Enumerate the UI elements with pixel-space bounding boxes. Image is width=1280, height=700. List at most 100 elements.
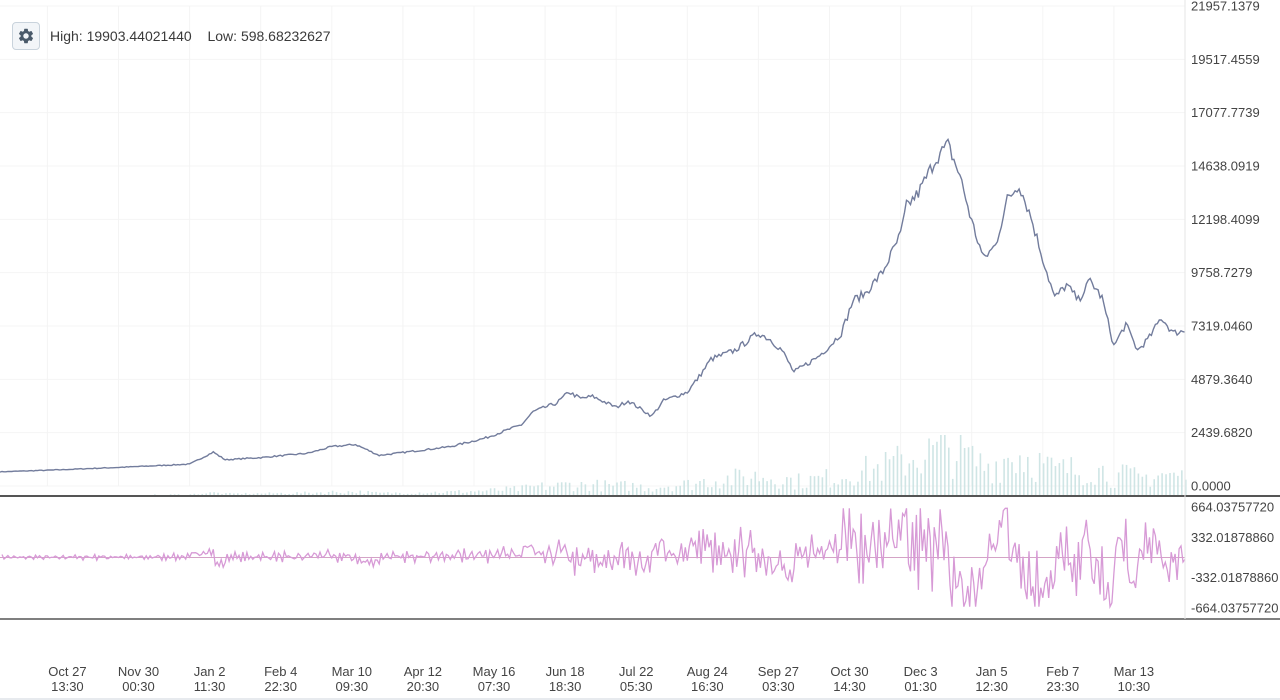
volume-bar-276 (545, 489, 547, 495)
osc-tick-label-3: -664.03757720 (1191, 601, 1278, 616)
volume-bar-428 (845, 479, 847, 495)
volume-bar-224 (442, 493, 444, 495)
volume-bar-98 (193, 493, 196, 495)
volume-bar-556 (1098, 467, 1100, 495)
osc-tick-label-2: -332.01878860 (1191, 570, 1278, 585)
x-tick-date-0: Oct 27 (48, 664, 86, 679)
y-tick-label-2: 17077.7739 (1191, 105, 1260, 120)
volume-bar-282 (556, 482, 559, 495)
volume-bar-416 (821, 477, 824, 495)
volume-bar-468 (924, 459, 926, 495)
volume-bar-130 (256, 493, 259, 495)
volume-bar-350 (691, 490, 693, 495)
volume-bar-336 (663, 487, 666, 495)
volume-bar-524 (1034, 481, 1037, 495)
volume-bar-312 (616, 482, 618, 495)
volume-bar-354 (699, 480, 701, 495)
volume-bar-184 (363, 493, 365, 495)
x-tick-time-0: 13:30 (51, 679, 84, 694)
settings-button[interactable] (12, 22, 40, 50)
volume-bar-316 (624, 480, 626, 495)
x-tick-date-7: Jun 18 (546, 664, 585, 679)
volume-bar-186 (367, 491, 369, 495)
x-tick-date-5: Apr 12 (404, 664, 442, 679)
volume-bar-398 (786, 477, 788, 495)
volume-bar-550 (1086, 483, 1088, 495)
x-tick-date-12: Dec 3 (904, 664, 938, 679)
low-label: Low: (207, 28, 238, 44)
volume-bar-594 (1173, 472, 1175, 495)
volume-bar-554 (1094, 484, 1096, 495)
volume-bar-324 (639, 484, 642, 495)
volume-bar-236 (466, 492, 468, 495)
y-tick-label-6: 7319.0460 (1191, 319, 1252, 334)
volume-bar-424 (837, 484, 839, 495)
volume-bar-596 (1177, 475, 1179, 495)
volume-bar-534 (1054, 466, 1057, 495)
x-tick-time-4: 09:30 (336, 679, 369, 694)
volume-bar-598 (1181, 470, 1183, 495)
volume-bar-314 (620, 481, 622, 495)
volume-bar-526 (1038, 452, 1041, 495)
volume-bar-288 (568, 482, 571, 495)
volume-bar-574 (1133, 467, 1136, 495)
volume-bar-546 (1078, 475, 1080, 495)
volume-bar-78 (154, 494, 156, 495)
volume-bar-482 (951, 478, 954, 495)
volume-bar-182 (359, 490, 362, 495)
volume-bar-588 (1161, 473, 1163, 495)
x-tick-time-3: 22:30 (264, 679, 297, 694)
volume-bar-374 (738, 469, 741, 495)
y-tick-label-1: 19517.4559 (1191, 52, 1260, 67)
volume-bar-396 (782, 484, 784, 495)
volume-bar-538 (1062, 459, 1065, 495)
volume-bar-272 (537, 485, 539, 495)
volume-bar-142 (280, 492, 283, 495)
volume-bar-580 (1145, 474, 1148, 495)
volume-bar-204 (402, 494, 405, 495)
volume-bar-360 (711, 487, 713, 495)
volume-bar-202 (398, 492, 401, 495)
volume-bar-166 (327, 491, 330, 495)
volume-bar-420 (829, 487, 832, 495)
x-tick-date-13: Jan 5 (976, 664, 1008, 679)
volume-bar-492 (971, 445, 974, 495)
volume-bar-126 (248, 494, 251, 495)
volume-bar-384 (758, 481, 760, 495)
volume-bar-222 (438, 493, 441, 495)
volume-bar-342 (675, 486, 678, 495)
volume-bar-128 (252, 493, 255, 495)
y-tick-label-4: 12198.4099 (1191, 212, 1260, 227)
volume-bar-508 (1003, 458, 1005, 495)
volume-bar-348 (687, 479, 689, 495)
volume-bar-220 (434, 491, 437, 495)
volume-bar-440 (869, 480, 871, 495)
volume-bar-562 (1109, 487, 1112, 495)
volume-bar-494 (975, 466, 978, 495)
x-tick-time-1: 00:30 (122, 679, 155, 694)
volume-bar-258 (509, 487, 512, 495)
volume-bar-464 (916, 467, 918, 495)
x-tick-date-14: Feb 7 (1046, 664, 1079, 679)
volume-bar-418 (825, 469, 828, 495)
volume-bar-406 (801, 488, 804, 495)
volume-bar-472 (932, 445, 934, 495)
volume-bar-116 (229, 492, 231, 495)
volume-bar-254 (501, 490, 504, 495)
volume-bar-102 (201, 493, 204, 495)
volume-bar-150 (296, 492, 298, 495)
volume-bar-426 (841, 479, 843, 495)
volume-bar-140 (276, 493, 279, 495)
volume-bar-192 (379, 492, 381, 495)
volume-bar-432 (853, 485, 855, 495)
x-tick-time-12: 01:30 (904, 679, 937, 694)
volume-bar-172 (339, 493, 342, 495)
osc-tick-label-1: 332.01878860 (1191, 530, 1274, 545)
volume-bar-104 (205, 493, 207, 495)
volume-bar-322 (635, 487, 638, 495)
volume-bar-530 (1046, 456, 1049, 495)
volume-bar-586 (1157, 475, 1159, 495)
volume-bar-132 (260, 493, 263, 495)
volume-bar-352 (695, 483, 697, 495)
volume-bar-452 (892, 455, 895, 495)
